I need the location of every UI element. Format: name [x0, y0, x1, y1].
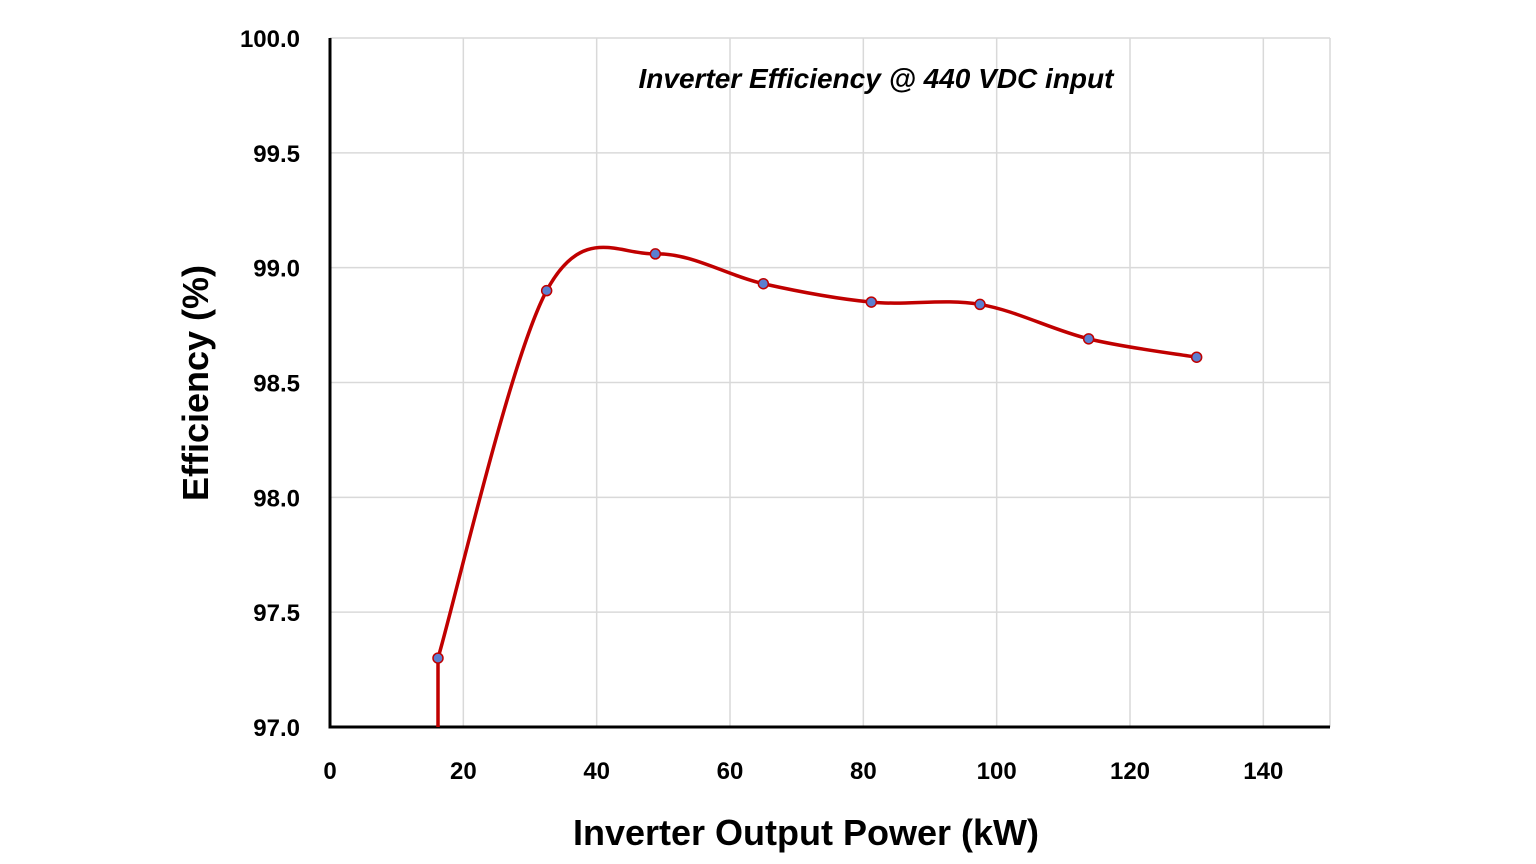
- chart-title: Inverter Efficiency @ 440 VDC input: [639, 63, 1116, 94]
- data-point: [757, 277, 770, 290]
- y-tick-label: 97.5: [253, 600, 300, 627]
- series-line: [436, 245, 1197, 727]
- y-tick-label: 99.5: [253, 141, 300, 168]
- data-point: [974, 298, 986, 311]
- tick-labels: 0 20 40 60 80 100 120 140 97.0 97.5 98.0 98.5 99.0 99…: [240, 26, 1283, 785]
- y-tick-label: 98.0: [253, 485, 300, 512]
- y-tick-label: 100.0: [240, 26, 300, 53]
- axes: [328, 38, 1330, 729]
- x-tick-label: 120: [1110, 758, 1150, 785]
- y-axis-title: Efficiency (%): [175, 265, 216, 501]
- x-tick-label: 20: [450, 758, 477, 785]
- x-tick-label: 0: [323, 758, 336, 785]
- x-tick-label: 40: [583, 758, 610, 785]
- grid-lines: [330, 37, 1331, 727]
- y-tick-label: 98.5: [253, 371, 300, 398]
- series-layer: [432, 245, 1203, 727]
- data-point: [432, 652, 444, 664]
- x-tick-label: 100: [977, 758, 1017, 785]
- x-axis-title: Inverter Output Power (kW): [573, 812, 1039, 853]
- data-point: [540, 284, 553, 297]
- data-point: [649, 248, 662, 260]
- data-point: [1082, 333, 1095, 345]
- x-tick-label: 60: [717, 758, 744, 785]
- data-point: [865, 296, 878, 308]
- data-point: [1190, 351, 1203, 363]
- x-tick-label: 140: [1243, 758, 1283, 785]
- y-tick-label: 97.0: [253, 715, 300, 742]
- y-tick-label: 99.0: [253, 256, 300, 283]
- x-tick-label: 80: [850, 758, 877, 785]
